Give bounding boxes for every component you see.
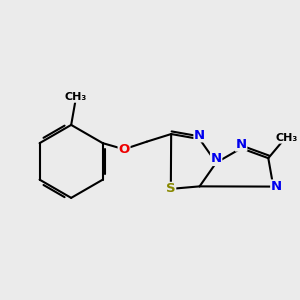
Text: CH₃: CH₃ (275, 133, 298, 143)
Text: N: N (194, 129, 205, 142)
Text: N: N (271, 180, 282, 193)
Text: S: S (166, 182, 175, 195)
Text: N: N (236, 138, 247, 151)
Text: O: O (118, 143, 130, 156)
Text: O: O (118, 143, 130, 156)
Text: CH₃: CH₃ (64, 92, 86, 102)
Text: N: N (211, 152, 222, 165)
